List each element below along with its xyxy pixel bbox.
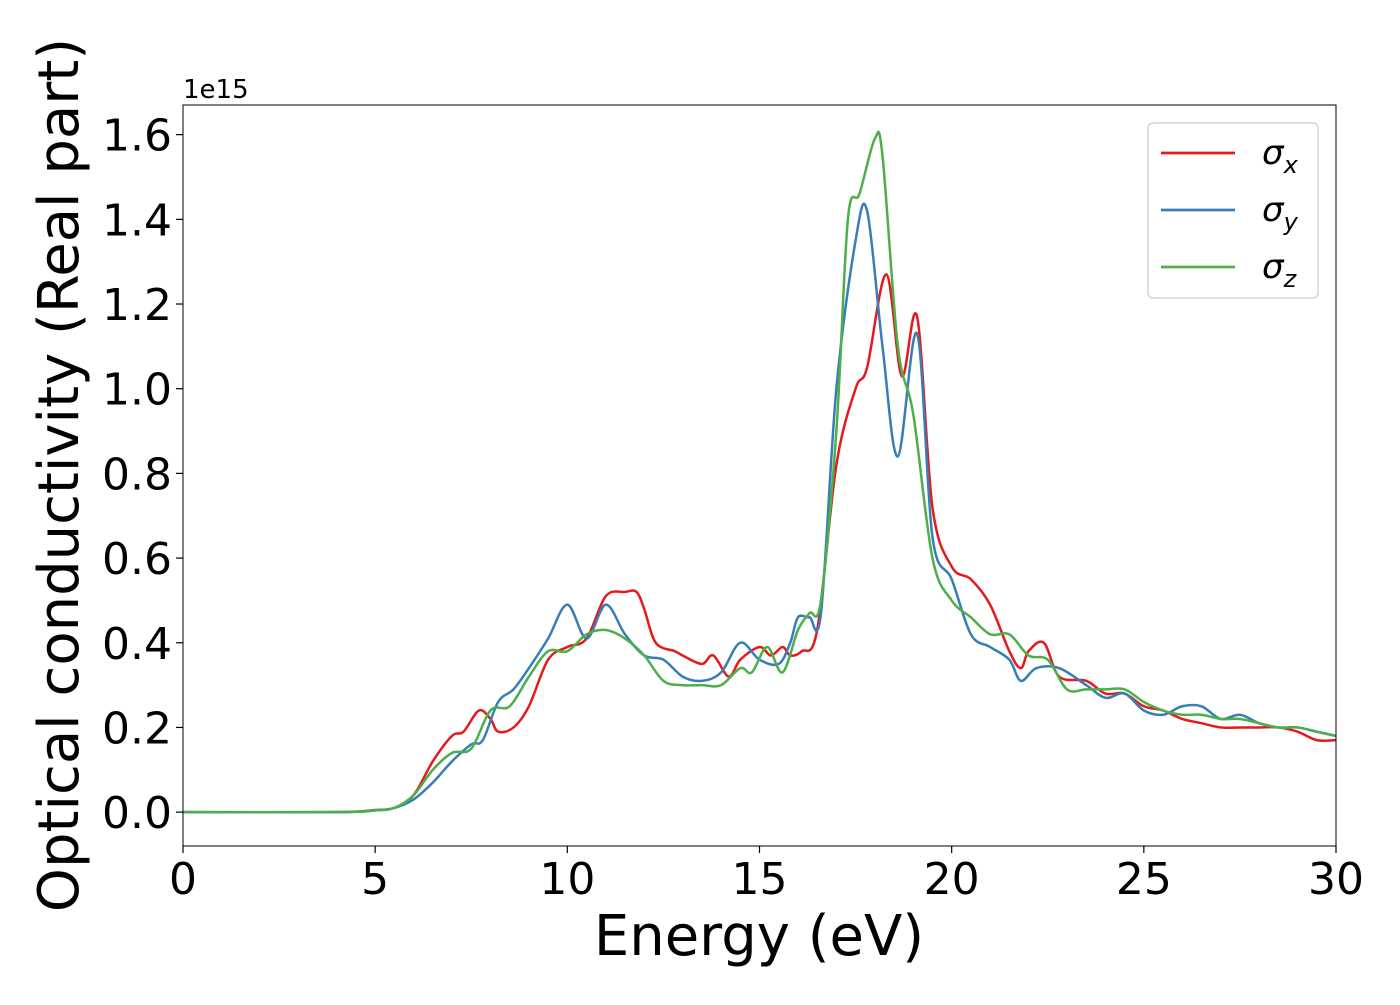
- x-tick-label: 5: [361, 854, 389, 905]
- x-tick-label: 20: [924, 854, 980, 905]
- y-tick-label: 1.4: [102, 195, 172, 246]
- y-tick-label: 0.8: [102, 449, 172, 500]
- x-tick-label: 30: [1308, 854, 1364, 905]
- y-tick-label: 0.2: [102, 703, 172, 754]
- plot-background: [183, 105, 1336, 846]
- y-offset-label: 1e15: [183, 75, 249, 105]
- y-axis-title: Optical conductivity (Real part): [27, 38, 92, 912]
- y-tick-label: 1.6: [102, 111, 172, 162]
- plot-area: [183, 105, 1336, 846]
- legend-label-z: σz: [1262, 247, 1298, 293]
- legend: σx σy σz: [1147, 122, 1319, 299]
- series-line-z: [183, 130, 1336, 814]
- legend-label-y: σy: [1262, 190, 1299, 236]
- x-tick-label: 25: [1116, 854, 1172, 905]
- y-tick-label: 0.6: [102, 534, 172, 585]
- x-tick-label: 15: [732, 854, 788, 905]
- axes-layer: 0 5 10 15 20 25 30 0.0 0.2 0.4 0.6 0.8 1.0 1.2 1.4 1.6: [102, 104, 1364, 905]
- series-layer: [183, 130, 1336, 814]
- y-tick-label: 1.2: [102, 280, 172, 331]
- series-line-y: [183, 202, 1336, 814]
- y-tick-label: 1.0: [102, 365, 172, 416]
- legend-label-x: σx: [1262, 133, 1299, 179]
- x-tick-label: 10: [539, 854, 595, 905]
- x-axis-title: Energy (eV): [594, 904, 924, 969]
- x-tick-label: 0: [169, 854, 197, 905]
- y-tick-label: 0.4: [102, 619, 172, 670]
- y-tick-label: 0.0: [102, 788, 172, 839]
